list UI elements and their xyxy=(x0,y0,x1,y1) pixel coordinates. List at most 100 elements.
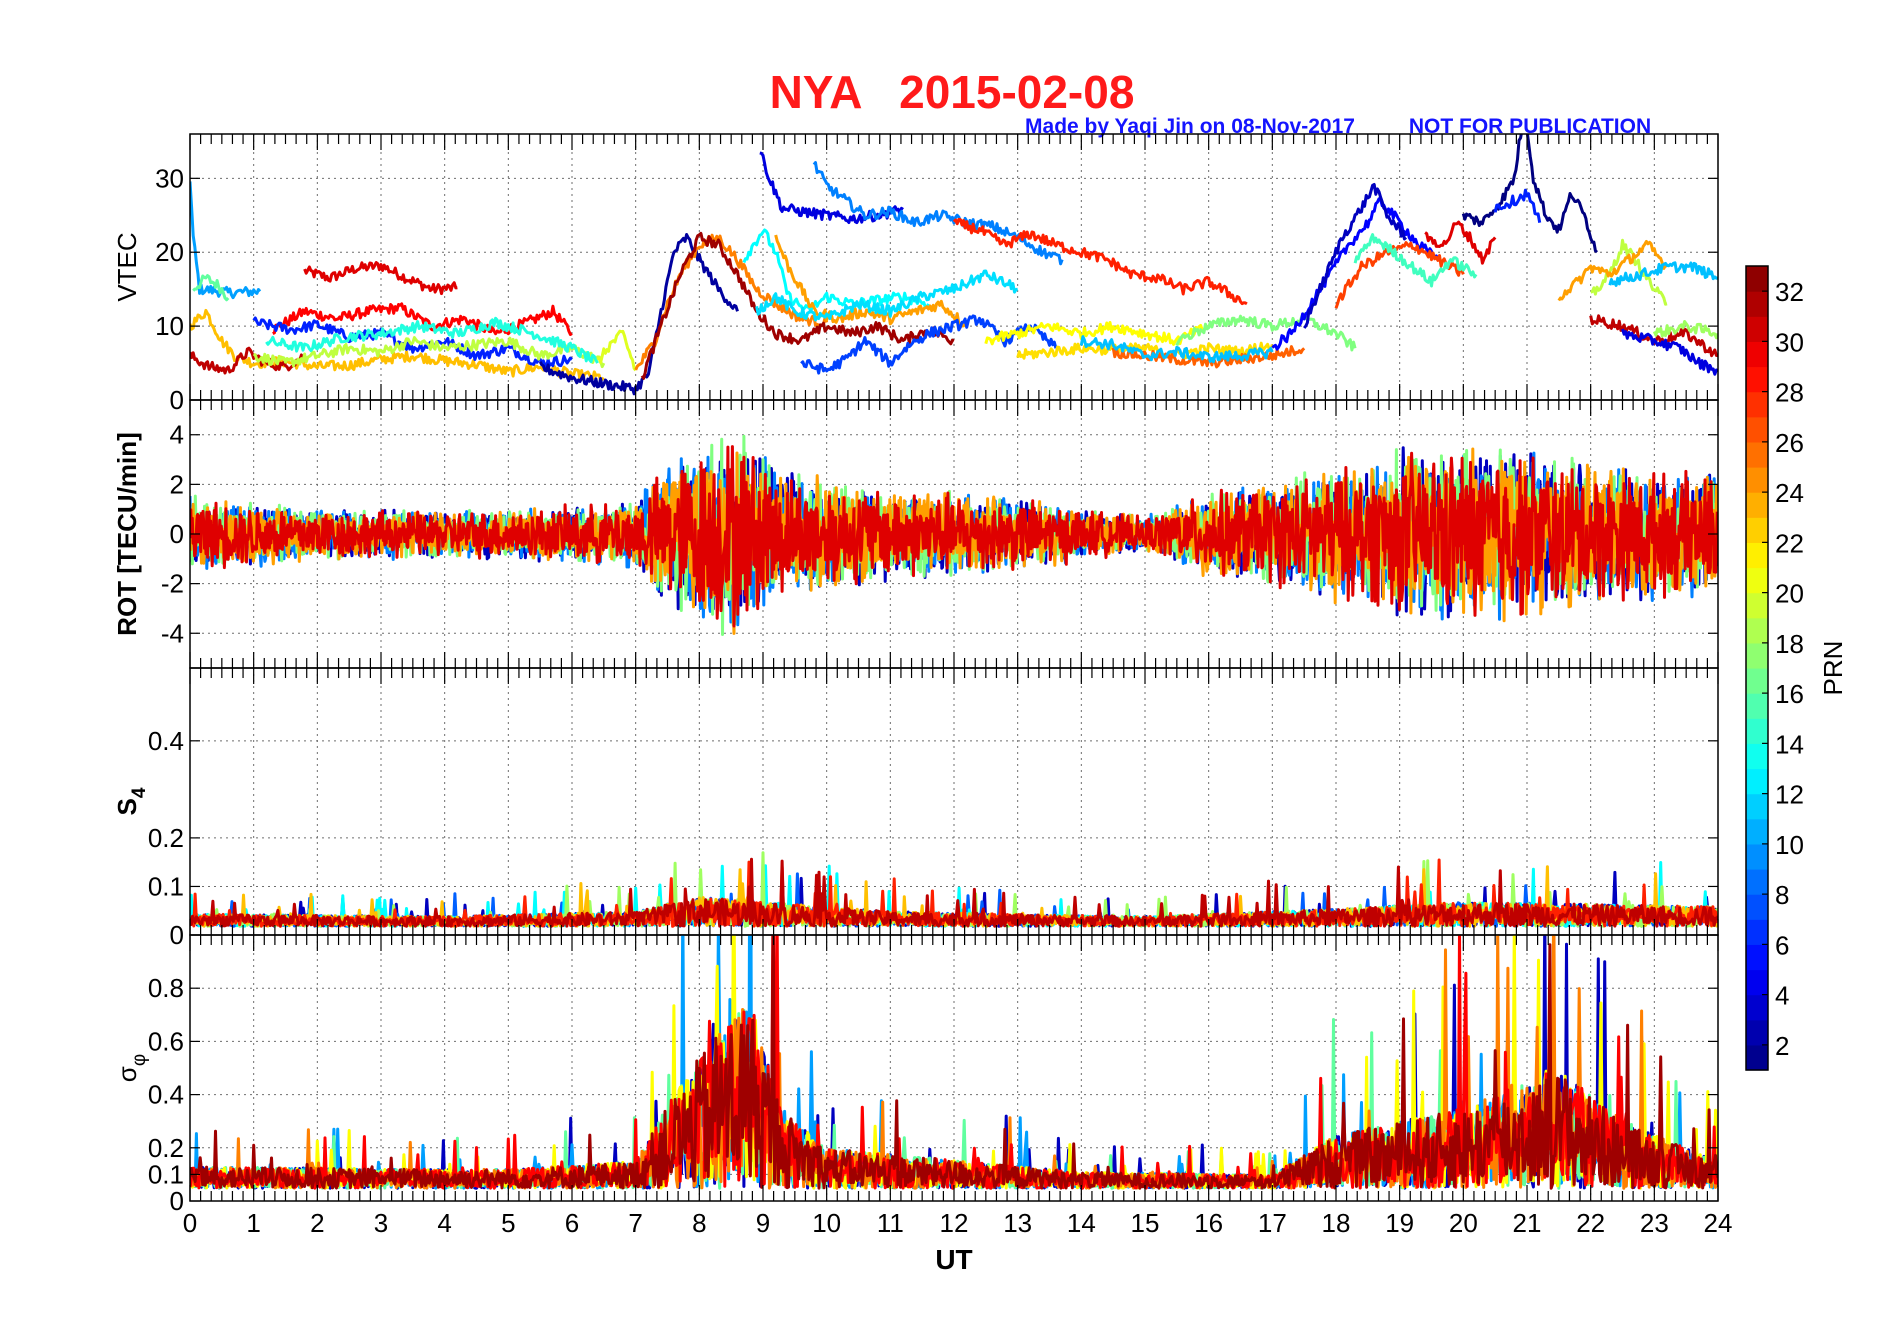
colorbar-bin-18 xyxy=(1746,592,1768,619)
colorbar-bin-8 xyxy=(1746,843,1768,870)
ytick-label-sigphi-5: 0.8 xyxy=(148,973,184,1003)
colorbar-bin-30 xyxy=(1746,291,1768,317)
colorbar-bin-15 xyxy=(1746,668,1768,694)
ytick-label-rot-0: -4 xyxy=(161,618,184,648)
colorbar-bin-25 xyxy=(1746,416,1768,443)
colorbar-bin-5 xyxy=(1746,919,1768,945)
series-prn-32-12 xyxy=(640,231,955,380)
ytick-label-s4-1: 0.1 xyxy=(148,871,184,901)
series-prn-17-24 xyxy=(1175,312,1357,352)
series-prn-2-9 xyxy=(538,233,739,396)
ticks-s4 xyxy=(189,668,1719,936)
series-prn-28-18 xyxy=(952,217,1248,306)
series-prn-3-26 xyxy=(1303,183,1408,329)
ticks-sigphi xyxy=(189,935,1719,1202)
colorbar-tick-10: 22 xyxy=(1775,528,1804,558)
colorbar-bin-7 xyxy=(1746,869,1768,895)
colorbar-bin-0 xyxy=(1746,1044,1768,1071)
series-prn-30-29 xyxy=(1424,220,1497,265)
colorbar-tick-4: 10 xyxy=(1775,830,1804,860)
ytick-label-vtec-1: 10 xyxy=(155,311,184,341)
series-prn-12-17 xyxy=(755,269,1018,322)
xtick-label-24: 24 xyxy=(1704,1208,1733,1238)
colorbar-label: PRN xyxy=(1818,641,1848,696)
ytick-label-rot-2: 0 xyxy=(170,519,184,549)
series-prn-20-10 xyxy=(596,329,637,372)
colorbar-tick-9: 20 xyxy=(1775,579,1804,609)
colorbar-bin-17 xyxy=(1746,617,1768,644)
series-prn-31-6 xyxy=(190,346,306,375)
ytick-label-vtec-3: 30 xyxy=(155,163,184,193)
x-axis-label: UT xyxy=(935,1244,972,1275)
colorbar-bin-3 xyxy=(1746,969,1768,996)
colorbar-tick-6: 14 xyxy=(1775,729,1804,759)
colorbar-tick-3: 8 xyxy=(1775,880,1789,910)
series-prn-4-36 xyxy=(1621,328,1718,376)
xtick-label-16: 16 xyxy=(1194,1208,1223,1238)
series-prn-22-21 xyxy=(1016,341,1274,360)
xtick-label-17: 17 xyxy=(1258,1208,1287,1238)
ytick-label-rot-4: 4 xyxy=(170,420,184,450)
ytick-label-sigphi-2: 0.2 xyxy=(148,1133,184,1163)
series-prn-13-13 xyxy=(742,228,930,314)
series-prn-19-32 xyxy=(1590,238,1668,306)
series-group-s4 xyxy=(190,851,1718,928)
series-prn-9-16 xyxy=(812,161,1064,266)
ytick-label-s4-2: 0.2 xyxy=(148,823,184,853)
xtick-label-0: 0 xyxy=(183,1208,197,1238)
series-prn-5-25 xyxy=(1271,197,1440,351)
xtick-label-19: 19 xyxy=(1385,1208,1414,1238)
series-prn-16-2 xyxy=(192,274,230,302)
xtick-label-4: 4 xyxy=(437,1208,451,1238)
xtick-label-2: 2 xyxy=(310,1208,324,1238)
xtick-label-18: 18 xyxy=(1322,1208,1351,1238)
ylabel-vtec: VTEC xyxy=(112,232,142,301)
xtick-label-7: 7 xyxy=(628,1208,642,1238)
xtick-label-3: 3 xyxy=(374,1208,388,1238)
colorbar-bin-12 xyxy=(1746,743,1768,770)
colorbar-bin-4 xyxy=(1746,944,1768,971)
grid-vtec xyxy=(190,134,1718,400)
xtick-label-13: 13 xyxy=(1003,1208,1032,1238)
series-prn-23-4 xyxy=(190,308,605,382)
colorbar-bin-9 xyxy=(1746,818,1768,845)
notice-text: NOT FOR PUBLICATION xyxy=(1409,115,1651,138)
colorbar-bin-16 xyxy=(1746,642,1768,669)
series-prn-18-37 xyxy=(1652,320,1718,340)
colorbar-bin-6 xyxy=(1746,894,1768,920)
xtick-label-10: 10 xyxy=(812,1208,841,1238)
series-prn-24-33 xyxy=(1557,239,1669,302)
series-prn-32 xyxy=(190,935,1718,1190)
colorbar-bin-2 xyxy=(1746,994,1768,1021)
ylabel-s4: S4 xyxy=(112,787,150,815)
colorbar-bin-23 xyxy=(1746,467,1768,493)
colorbar-tick-13: 28 xyxy=(1775,378,1804,408)
colorbar-bin-10 xyxy=(1746,793,1768,820)
colorbar-tick-12: 26 xyxy=(1775,428,1804,458)
colorbar-bin-29 xyxy=(1746,316,1768,342)
ytick-label-vtec-2: 20 xyxy=(155,237,184,267)
xtick-label-9: 9 xyxy=(756,1208,770,1238)
series-prn-21-20 xyxy=(984,321,1210,346)
xtick-label-6: 6 xyxy=(565,1208,579,1238)
ytick-label-sigphi-1: 0.1 xyxy=(148,1159,184,1189)
colorbar-tick-14: 30 xyxy=(1775,327,1804,357)
ticks-rot xyxy=(189,400,1719,668)
ticks-vtec xyxy=(189,134,1719,401)
xtick-label-11: 11 xyxy=(877,1208,904,1238)
grid-s4 xyxy=(190,668,1718,935)
colorbar-bin-28 xyxy=(1746,341,1768,368)
xtick-label-15: 15 xyxy=(1131,1208,1160,1238)
colorbar-bin-13 xyxy=(1746,718,1768,744)
series-prn-11-34 xyxy=(1608,261,1718,287)
colorbar-tick-0: 2 xyxy=(1775,1031,1789,1061)
ytick-label-sigphi-4: 0.6 xyxy=(148,1026,184,1056)
series-group-vtec xyxy=(190,134,1718,396)
xtick-label-8: 8 xyxy=(692,1208,706,1238)
ylabel-rot: ROT [TECU/min] xyxy=(112,432,142,636)
series-prn-24-14 xyxy=(774,234,968,328)
xtick-label-23: 23 xyxy=(1640,1208,1669,1238)
series-prn-14-8 xyxy=(265,316,599,364)
colorbar-bin-27 xyxy=(1746,366,1768,393)
ylabel-sigphi: σφ xyxy=(112,1054,150,1082)
